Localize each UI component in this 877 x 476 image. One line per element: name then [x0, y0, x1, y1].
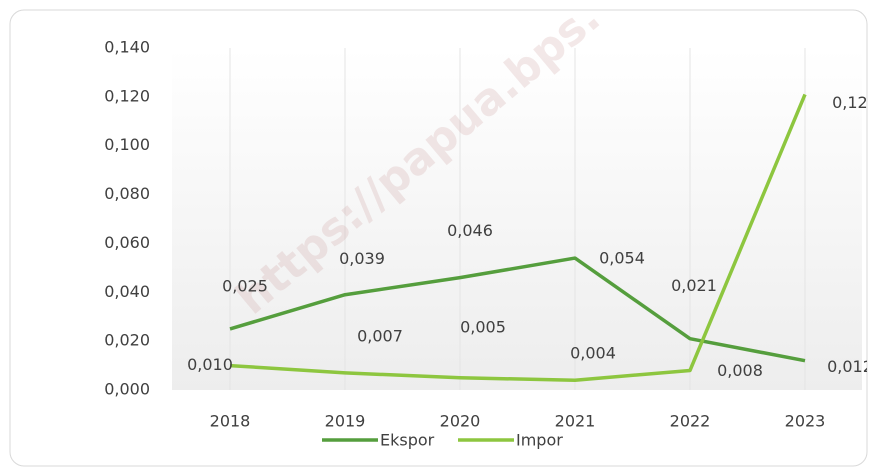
- data-label: 0,008: [717, 361, 763, 380]
- data-label: 0,021: [671, 276, 717, 295]
- y-tick-label: 0,020: [104, 331, 150, 350]
- x-tick-label: 2019: [325, 412, 366, 431]
- y-tick-label: 0,120: [104, 86, 150, 105]
- x-tick-label: 2023: [785, 412, 826, 431]
- x-tick-label: 2020: [440, 412, 481, 431]
- data-label: 0,039: [339, 249, 385, 268]
- data-label: 0,025: [222, 276, 268, 295]
- y-tick-label: 0,080: [104, 184, 150, 203]
- x-tick-label: 2018: [210, 412, 251, 431]
- data-label: 0,046: [447, 221, 493, 240]
- data-label: 0,121: [832, 93, 877, 112]
- y-tick-label: 0,040: [104, 282, 150, 301]
- y-tick-label: 0,100: [104, 135, 150, 154]
- data-label: 0,012: [827, 357, 873, 376]
- data-label: 0,054: [599, 249, 645, 268]
- y-tick-label: 0,140: [104, 38, 150, 57]
- x-tick-label: 2022: [670, 412, 711, 431]
- legend-label: Impor: [516, 431, 563, 450]
- line-1: [229, 93, 807, 382]
- y-tick-label: 0,000: [104, 380, 150, 399]
- data-label: 0,005: [460, 317, 506, 336]
- legend-label: Ekspor: [380, 431, 435, 450]
- y-tick-label: 0,060: [104, 233, 150, 252]
- data-label: 0,004: [570, 344, 616, 363]
- line-0: [229, 256, 806, 363]
- data-label: 0,010: [187, 355, 233, 374]
- data-label: 0,007: [357, 326, 403, 345]
- plot-area: [172, 48, 862, 390]
- x-tick-label: 2021: [555, 412, 596, 431]
